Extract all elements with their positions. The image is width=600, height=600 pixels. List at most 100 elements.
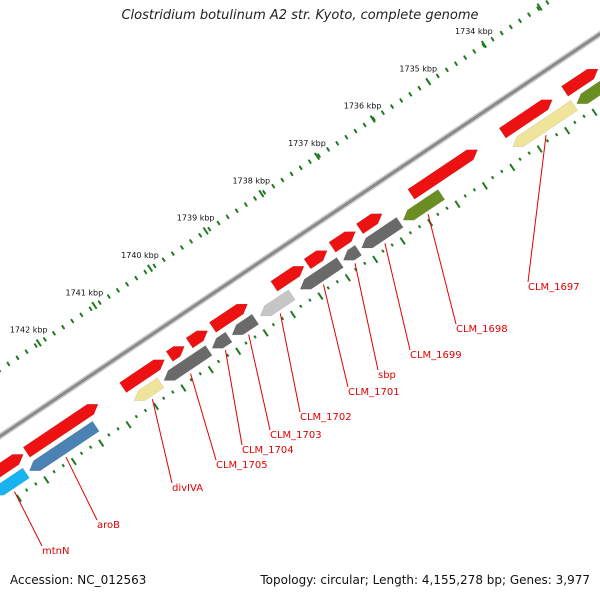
inner-tick [15, 494, 22, 503]
ruler-minor-tick [6, 361, 11, 367]
gene-label-leader [190, 373, 217, 461]
ruler-minor-tick [134, 275, 139, 281]
cds-forward-arrow [208, 303, 248, 333]
ruler-tick-label: 1739 kbp [177, 214, 215, 223]
map-title: Clostridium botulinum A2 str. Kyoto, com… [121, 8, 479, 23]
ruler-minor-tick [317, 153, 321, 158]
ruler-major-tick [202, 227, 209, 235]
ruler-tick-label: 1740 kbp [121, 251, 159, 260]
ruler-minor-tick [143, 269, 148, 275]
ruler-minor-tick [463, 55, 467, 60]
ruler-minor-tick [106, 294, 111, 299]
inner-tick [454, 200, 461, 209]
ruler-minor-tick [170, 251, 175, 256]
ruler-minor-tick [399, 98, 404, 103]
cds-forward-arrow [270, 265, 305, 292]
ruler-minor-tick [499, 30, 504, 36]
ruler-major-tick [425, 77, 432, 86]
inner-tick [554, 132, 559, 137]
backbone [0, 30, 600, 440]
inner-tick [98, 439, 105, 447]
gene-reverse-arrow [512, 100, 578, 147]
gene-label-leader [14, 491, 43, 547]
inner-tick [88, 445, 93, 449]
gene-label-leader [65, 456, 98, 521]
ruler-minor-tick [381, 110, 385, 115]
ruler-minor-tick [408, 92, 413, 97]
ruler-minor-tick [280, 177, 285, 183]
inner-tick [436, 212, 440, 217]
inner-tick [116, 426, 120, 431]
inner-tick [207, 365, 214, 374]
inner-tick [390, 243, 394, 247]
cds-forward-arrow [561, 68, 599, 97]
gene-reverse-arrow [343, 244, 362, 261]
gene-label: sbp [378, 370, 396, 381]
gene-label: CLM_1705 [216, 460, 268, 471]
ruler-minor-tick [445, 67, 449, 73]
cds-forward-arrow [328, 231, 356, 253]
inner-tick [564, 126, 571, 135]
ruler-minor-tick [508, 24, 513, 30]
inner-tick [180, 384, 187, 392]
inner-tick [500, 169, 504, 174]
inner-tick [107, 433, 111, 437]
inner-tick [226, 353, 230, 358]
inner-tick [43, 475, 50, 484]
ruler-minor-tick [234, 208, 239, 213]
ruler-minor-tick [518, 18, 522, 24]
inner-tick [171, 390, 175, 394]
ruler-tick-label: 1742 kbp [10, 326, 48, 335]
gene-label-leader [354, 263, 379, 371]
ruler-major-tick [369, 115, 376, 123]
accession-text: Accession: NC_012563 [10, 573, 147, 587]
gene-label: CLM_1698 [456, 324, 508, 335]
inner-tick [399, 237, 406, 245]
ruler-minor-tick [97, 300, 102, 305]
ruler-major-tick [91, 301, 98, 310]
gene-label: CLM_1697 [528, 282, 580, 293]
forward-strand-track [0, 68, 599, 478]
ruler-minor-tick [344, 134, 349, 140]
inner-tick [445, 206, 449, 211]
inner-tick [125, 420, 132, 429]
ruler-tick-label: 1738 kbp [232, 176, 270, 185]
gene-label-leader [279, 313, 301, 413]
cds-forward-arrow [355, 213, 383, 235]
backbone-line [0, 32, 600, 439]
gene-label: CLM_1704 [242, 445, 294, 456]
inner-tick [326, 286, 330, 290]
inner-tick [573, 120, 577, 125]
ruler-minor-tick [454, 61, 458, 66]
ruler-minor-tick [207, 226, 212, 232]
gene-label-leader [384, 243, 411, 351]
ruler-major-tick [35, 338, 42, 347]
ruler-tick-label: 1737 kbp [288, 139, 326, 148]
ruler-minor-tick [353, 128, 358, 134]
inner-tick [481, 181, 488, 190]
gene-reverse-arrow [29, 420, 100, 472]
ruler-minor-tick [24, 349, 29, 354]
ruler-minor-tick [262, 190, 266, 195]
gene-label-leader [527, 135, 547, 283]
inner-tick [34, 482, 38, 486]
ruler-minor-tick [435, 73, 440, 79]
gene-label-leader [427, 214, 457, 325]
ruler-minor-tick [225, 214, 230, 220]
cds-forward-arrow [185, 330, 208, 349]
ruler-minor-tick [298, 165, 303, 171]
ruler-minor-tick [417, 85, 422, 91]
ruler-minor-tick [326, 147, 330, 152]
ruler-minor-tick [472, 49, 477, 54]
inner-tick [317, 292, 324, 300]
ruler-minor-tick [79, 312, 84, 318]
ruler-minor-tick [390, 104, 394, 109]
ruler-minor-tick [307, 159, 312, 164]
inner-tick [253, 335, 257, 339]
inner-tick [463, 194, 467, 198]
inner-tick [381, 249, 385, 253]
inner-tick [61, 463, 65, 468]
ruler-major-tick [536, 3, 543, 11]
ruler-minor-tick [253, 196, 257, 201]
